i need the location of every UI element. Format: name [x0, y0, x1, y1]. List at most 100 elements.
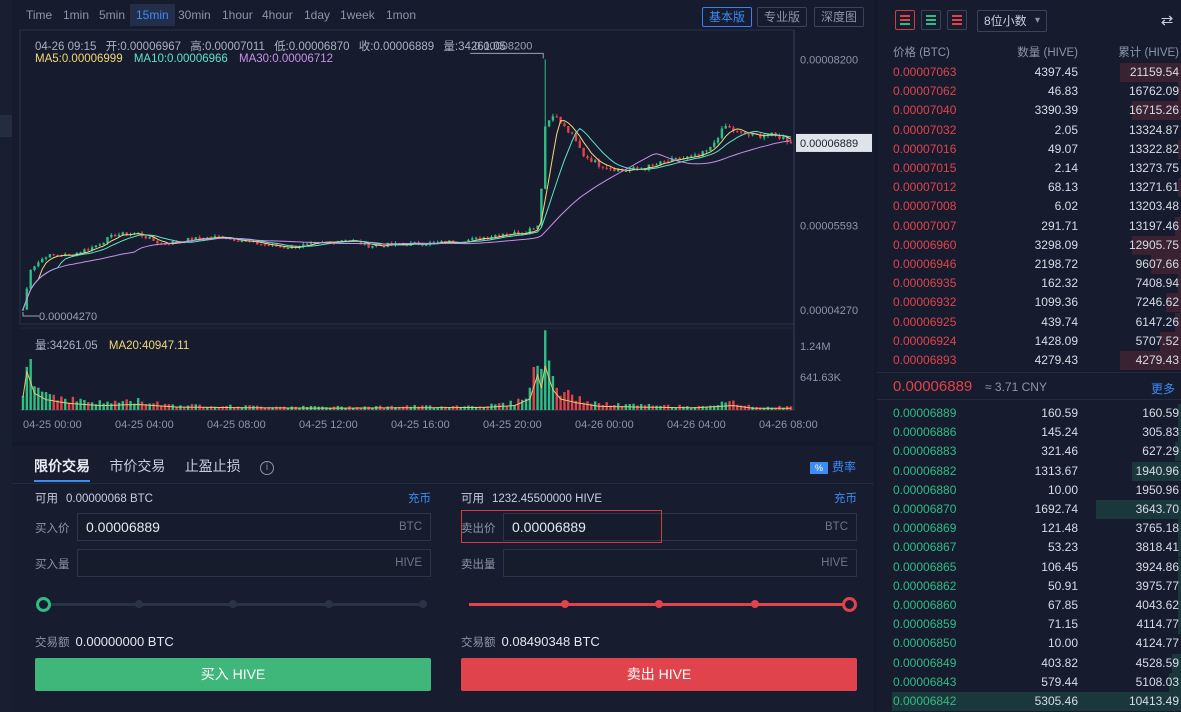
view-pro-button[interactable]: 专业版: [757, 7, 808, 27]
timeframe-30min[interactable]: 30min: [178, 8, 211, 22]
bid-row[interactable]: 0.00006880 10.00 1950.96: [877, 481, 1181, 500]
orderbook-bids-icon[interactable]: [921, 10, 941, 30]
timeframe-4hour[interactable]: 4hour: [262, 8, 293, 22]
timeframe-5min[interactable]: 5min: [99, 8, 126, 22]
bid-row[interactable]: 0.00006882 1313.67 1940.96: [877, 461, 1181, 481]
buy-recharge-link[interactable]: 充币: [408, 493, 431, 505]
volume-bar: [117, 402, 121, 410]
orderbook-both-icon[interactable]: [895, 10, 915, 30]
volume-bar: [25, 366, 29, 410]
bid-row[interactable]: 0.00006889 160.59 160.59: [877, 404, 1181, 423]
buy-button[interactable]: 买入 HIVE: [35, 658, 431, 691]
buy-slider-dot-75[interactable]: [325, 600, 333, 608]
candle-body: [102, 242, 105, 245]
candle-body: [601, 166, 605, 168]
volume-bar: [432, 407, 436, 410]
price-plot-frame: [19, 29, 795, 325]
bid-row[interactable]: 0.00006850 10.00 4124.77: [877, 634, 1181, 653]
buy-slider[interactable]: [35, 596, 431, 612]
ask-row[interactable]: 0.00006932 1099.36 7246.62: [877, 293, 1181, 313]
timeframe-1day[interactable]: 1day: [304, 8, 331, 22]
ask-row[interactable]: 0.00007063 4397.45 21159.54: [877, 63, 1181, 82]
ask-row[interactable]: 0.00007040 3390.39 16715.26: [877, 101, 1181, 121]
ask-row[interactable]: 0.00006935 162.32 7408.94: [877, 274, 1181, 294]
bid-row[interactable]: 0.00006870 1692.74 3643.70: [877, 500, 1181, 519]
ask-row[interactable]: 0.00007012 68.13 13271.61: [877, 178, 1181, 198]
bid-row[interactable]: 0.00006862 50.91 3975.77: [877, 576, 1181, 596]
candle-body: [313, 242, 317, 244]
ask-price: 0.00007008: [893, 199, 957, 214]
bid-row[interactable]: 0.00006849 403.82 4528.59: [877, 653, 1181, 673]
ask-row[interactable]: 0.00007015 2.14 13273.75: [877, 159, 1181, 178]
more-link[interactable]: 更多: [1150, 382, 1175, 396]
candle-body: [705, 150, 708, 152]
depth-bar: [1178, 404, 1181, 423]
sell-slider-knob[interactable]: [842, 597, 857, 612]
fee-label: 费率: [831, 460, 856, 474]
timeframe-1min[interactable]: 1min: [63, 8, 90, 22]
ask-row[interactable]: 0.00006960 3298.09 12905.75: [877, 235, 1181, 255]
ask-row[interactable]: 0.00006924 1428.09 5707.52: [877, 331, 1181, 351]
bid-row[interactable]: 0.00006865 106.45 3924.86: [877, 557, 1181, 577]
ma5-value: MA5:0.00006999: [35, 53, 123, 65]
kline-chart[interactable]: 0.00008200 0.00005593 0.00004270 0.00006889…: [12, 0, 874, 442]
sell-slider-dot-75[interactable]: [751, 600, 759, 608]
bid-row[interactable]: 0.00006869 121.48 3765.18: [877, 519, 1181, 539]
ask-row[interactable]: 0.00007007 291.71 13197.46: [877, 216, 1181, 236]
sell-recharge-link[interactable]: 充币: [834, 493, 857, 505]
candle-body: [240, 240, 244, 242]
bid-qty: 53.23: [1047, 540, 1078, 555]
timeframe-time[interactable]: Time: [26, 8, 53, 22]
timeframe-1mon[interactable]: 1mon: [386, 8, 417, 22]
view-depth-button[interactable]: 深度图: [814, 7, 865, 27]
info-icon[interactable]: i: [260, 461, 275, 475]
ask-cum: 16715.26: [1128, 103, 1179, 118]
timeframe-1week[interactable]: 1week: [340, 8, 375, 22]
candle-body: [620, 169, 624, 172]
ask-price: 0.00007012: [893, 180, 957, 195]
buy-qty-input[interactable]: HIVE: [77, 549, 431, 577]
ask-row[interactable]: 0.00006946 2198.72 9607.66: [877, 255, 1181, 274]
ask-row[interactable]: 0.00007062 46.83 16762.09: [877, 82, 1181, 102]
tab-market[interactable]: 市价交易: [109, 458, 166, 474]
decimals-select[interactable]: 8位小数 ▾: [977, 10, 1047, 32]
bid-row[interactable]: 0.00006867 53.23 3818.41: [877, 538, 1181, 558]
ask-row[interactable]: 0.00007032 2.05 13324.87: [877, 121, 1181, 140]
tab-limit[interactable]: 限价交易: [34, 458, 90, 474]
bid-price: 0.00006869: [893, 521, 957, 536]
ask-row[interactable]: 0.00007016 49.07 13322.82: [877, 139, 1181, 159]
sell-qty-input[interactable]: HIVE: [503, 549, 857, 577]
sell-slider-dot-25[interactable]: [561, 600, 569, 608]
swap-icon[interactable]: ⇄: [1160, 12, 1174, 29]
ask-cum: 12905.75: [1128, 237, 1179, 252]
bid-row[interactable]: 0.00006860 67.85 4043.62: [877, 596, 1181, 615]
bid-row[interactable]: 0.00006842 5305.46 10413.49: [877, 692, 1181, 711]
sell-slider[interactable]: [461, 596, 857, 612]
orderbook-asks-icon[interactable]: [947, 10, 967, 30]
sell-price-input[interactable]: 0.00006889 BTC: [503, 513, 857, 541]
buy-slider-knob[interactable]: [36, 597, 51, 612]
ask-row[interactable]: 0.00007008 6.02 13203.48: [877, 197, 1181, 216]
view-basic-button[interactable]: 基本版: [702, 7, 753, 27]
buy-price-input[interactable]: 0.00006889 BTC: [77, 513, 431, 541]
bid-row[interactable]: 0.00006859 71.15 4114.77: [877, 615, 1181, 635]
volume-bar: [459, 406, 462, 410]
ask-row[interactable]: 0.00006893 4279.43 4279.43: [877, 351, 1181, 370]
candle-body: [474, 237, 478, 239]
candle-body: [33, 266, 36, 270]
buy-qty-row: 买入量 HIVE: [35, 549, 431, 577]
ask-row[interactable]: 0.00006925 439.74 6147.26: [877, 312, 1181, 332]
bid-row[interactable]: 0.00006883 321.46 627.29: [877, 442, 1181, 462]
bid-row[interactable]: 0.00006886 145.24 305.83: [877, 423, 1181, 443]
sell-slider-dot-50[interactable]: [655, 600, 663, 608]
tab-stop[interactable]: 止盈止损: [184, 458, 241, 474]
sell-button[interactable]: 卖出 HIVE: [461, 658, 857, 691]
bid-row[interactable]: 0.00006843 579.44 5108.03: [877, 672, 1181, 692]
timeframe-15min[interactable]: 15min: [130, 4, 175, 26]
buy-slider-dot-25[interactable]: [135, 600, 143, 608]
buy-slider-dot-50[interactable]: [229, 600, 237, 608]
buy-slider-dot-100[interactable]: [419, 600, 427, 608]
timeframe-1hour[interactable]: 1hour: [222, 8, 253, 22]
fee-link[interactable]: % 费率: [809, 458, 856, 475]
left-panel-selected-item[interactable]: [0, 115, 12, 137]
